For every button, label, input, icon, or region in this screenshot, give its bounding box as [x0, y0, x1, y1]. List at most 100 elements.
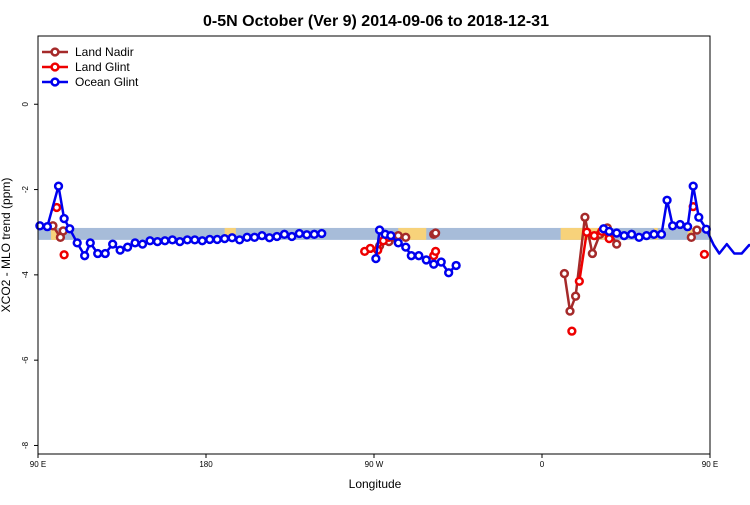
data-point: [626, 229, 637, 239]
data-point: [257, 230, 267, 241]
data-point: [444, 268, 454, 278]
data-point: [401, 232, 411, 242]
data-point: [580, 212, 590, 222]
data-point: [574, 276, 584, 286]
data-point: [242, 232, 252, 242]
data-point: [393, 238, 403, 248]
y-tick-label: -2: [21, 185, 30, 193]
data-point: [686, 232, 696, 242]
band-highlight: [51, 227, 57, 240]
data-point: [587, 248, 598, 259]
legend-item-land-nadir: Land Nadir: [42, 45, 134, 59]
data-point: [430, 246, 441, 257]
plot-frame: [37, 35, 711, 455]
data-point: [227, 233, 237, 243]
data-point: [436, 257, 446, 267]
x-tick-label: 90 W: [365, 460, 384, 469]
data-point: [234, 235, 245, 245]
data-point: [701, 224, 711, 234]
data-point: [53, 181, 64, 191]
y-tick-label: -4: [21, 271, 30, 279]
data-point: [137, 239, 148, 249]
data-point: [374, 225, 385, 235]
data-point: [421, 255, 431, 265]
legend-label: Ocean Glint: [75, 75, 139, 89]
y-tick-label: -8: [21, 441, 30, 449]
x-axis-label: Longitude: [349, 477, 402, 491]
data-point: [85, 238, 95, 248]
data-point: [197, 236, 207, 246]
data-point: [115, 245, 125, 255]
y-tick-label: -6: [21, 356, 30, 364]
y-tick-label: 0: [21, 101, 30, 106]
data-point: [589, 230, 599, 241]
data-point: [567, 326, 577, 336]
data-point: [430, 228, 441, 238]
data-point: [570, 291, 581, 301]
x-tick-label: 90 E: [30, 460, 46, 469]
legend-item-ocean-glint: Ocean Glint: [42, 75, 139, 89]
data-point: [72, 238, 82, 248]
data-point: [167, 235, 178, 245]
x-tick-label: 90 E: [702, 460, 718, 469]
data-point: [190, 235, 200, 245]
data-point: [59, 250, 69, 260]
y-axis-label: XCO2 - MLO trend (ppm): [0, 178, 13, 313]
data-point: [287, 231, 297, 242]
data-point: [93, 248, 103, 259]
data-point: [662, 195, 672, 205]
data-point: [145, 236, 155, 246]
data-point: [641, 230, 652, 241]
data-point: [565, 306, 575, 316]
series-ocean-glint: [35, 181, 750, 278]
data-point: [429, 259, 439, 269]
data-point: [682, 222, 693, 232]
data-point: [604, 233, 614, 244]
data-point: [220, 233, 230, 244]
legend-label: Land Nadir: [75, 45, 134, 59]
data-point: [582, 227, 592, 237]
data-point: [264, 233, 275, 243]
data-point: [42, 222, 52, 232]
data-point: [175, 236, 185, 247]
data-point: [668, 221, 678, 231]
data-point: [692, 225, 702, 235]
legend-item-land-glint: Land Glint: [42, 60, 130, 74]
data-point: [386, 230, 396, 241]
data-point: [656, 229, 667, 239]
data-point: [182, 235, 192, 245]
data-point: [619, 230, 629, 241]
legend-label: Land Glint: [75, 60, 130, 74]
data-point: [688, 181, 698, 191]
series-group: [35, 181, 750, 336]
data-point: [414, 251, 424, 261]
data-point: [634, 232, 644, 242]
x-tick-label: 180: [199, 460, 213, 469]
axes: 90 E 180 90 W 0 90 E 0 -2 -4 -6 -8: [21, 101, 718, 469]
data-point: [675, 219, 685, 230]
data-point: [393, 230, 403, 241]
data-point: [35, 221, 45, 231]
data-point: [317, 228, 327, 239]
data-point: [122, 242, 133, 252]
data-point: [649, 229, 659, 239]
legend-marker: [50, 47, 60, 57]
data-point: [152, 236, 163, 247]
band-highlight: [398, 227, 427, 240]
data-point: [59, 213, 69, 224]
data-point: [559, 268, 570, 279]
data-point: [694, 212, 704, 222]
band-base: [38, 227, 710, 240]
data-point: [212, 234, 222, 245]
data-point: [108, 239, 118, 249]
chart-title: 0-5N October (Ver 9) 2014-09-06 to 2018-…: [203, 13, 549, 30]
x-tick-label: 0: [540, 460, 545, 469]
data-point: [160, 236, 170, 246]
data-point: [279, 229, 290, 239]
data-point: [406, 251, 416, 261]
legend-marker: [50, 62, 60, 72]
data-point: [65, 224, 75, 234]
data-point: [401, 242, 411, 252]
